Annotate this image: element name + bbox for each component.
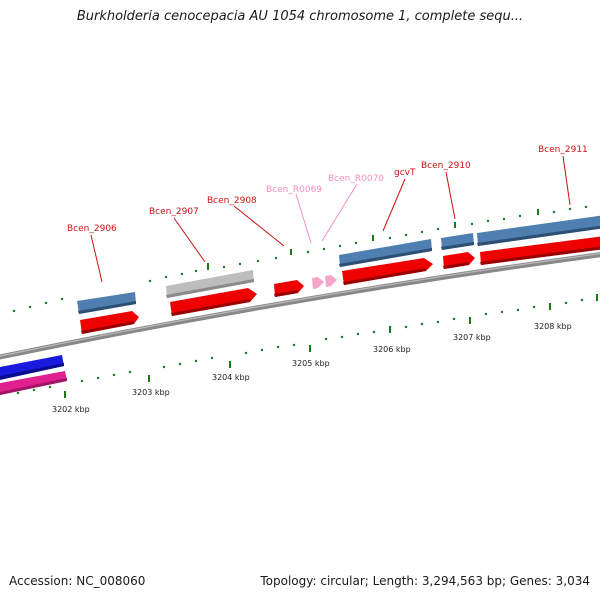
gene-label-bcen-2911[interactable]: Bcen_2911 <box>538 145 588 155</box>
gene-blue[interactable] <box>77 292 136 314</box>
gene-blue-shade <box>78 301 136 314</box>
gene-red[interactable] <box>80 311 139 334</box>
tick-label: 3208 kbp <box>534 322 572 331</box>
gene-pink[interactable] <box>312 277 324 289</box>
gene-dark-blue-shade <box>0 363 64 380</box>
gene-red-shade <box>171 299 250 316</box>
gene-pink[interactable] <box>325 275 337 287</box>
genome-backbone-highlight <box>0 253 600 357</box>
tick-label: 3203 kbp <box>132 388 170 397</box>
tick-label: 3206 kbp <box>373 345 411 354</box>
accession-text: Accession: NC_008060 <box>9 574 146 588</box>
tick-label: 3202 kbp <box>52 405 90 414</box>
gene-red-shade <box>343 268 426 285</box>
genome-backbone <box>0 252 600 360</box>
gene-blue-shade <box>477 225 600 246</box>
gene-label-bcen-2907[interactable]: Bcen_2907 <box>149 207 199 217</box>
gene-magenta-shade <box>0 378 67 395</box>
gene-red-shade <box>81 321 134 334</box>
topology-stats-text: Topology: circular; Length: 3,294,563 bp… <box>260 574 590 588</box>
tick-label: 3207 kbp <box>453 333 491 342</box>
gene-blue-shade <box>339 248 432 267</box>
gene-features <box>0 215 600 395</box>
gene-blue-shade <box>441 242 474 250</box>
gene-red-shade <box>443 262 469 269</box>
lower-tick-ring <box>16 294 598 398</box>
label-leaders <box>90 155 571 283</box>
map-title: Burkholderia cenocepacia AU 1054 chromos… <box>76 9 524 24</box>
gene-label-bcen-2908[interactable]: Bcen_2908 <box>207 196 257 206</box>
gene-blue[interactable] <box>477 215 600 246</box>
gene-red-shade <box>480 246 600 265</box>
gene-label-bcen-r0070[interactable]: Bcen_R0070 <box>328 174 384 184</box>
gene-label-bcen-r0069[interactable]: Bcen_R0069 <box>266 185 322 195</box>
tick-label: 3204 kbp <box>212 373 250 382</box>
gene-grey-shade <box>166 279 254 298</box>
gene-red[interactable] <box>480 236 600 265</box>
gene-red-shade <box>274 290 298 297</box>
upper-tick-ring <box>12 205 588 313</box>
tick-label: 3205 kbp <box>292 359 330 368</box>
gene-red[interactable] <box>170 288 257 316</box>
gene-label-bcen-2906[interactable]: Bcen_2906 <box>67 224 117 234</box>
gene-label-gcvt[interactable]: gcvT <box>394 168 416 178</box>
gene-label-bcen-2910[interactable]: Bcen_2910 <box>421 161 471 171</box>
gene-red[interactable] <box>342 258 433 285</box>
